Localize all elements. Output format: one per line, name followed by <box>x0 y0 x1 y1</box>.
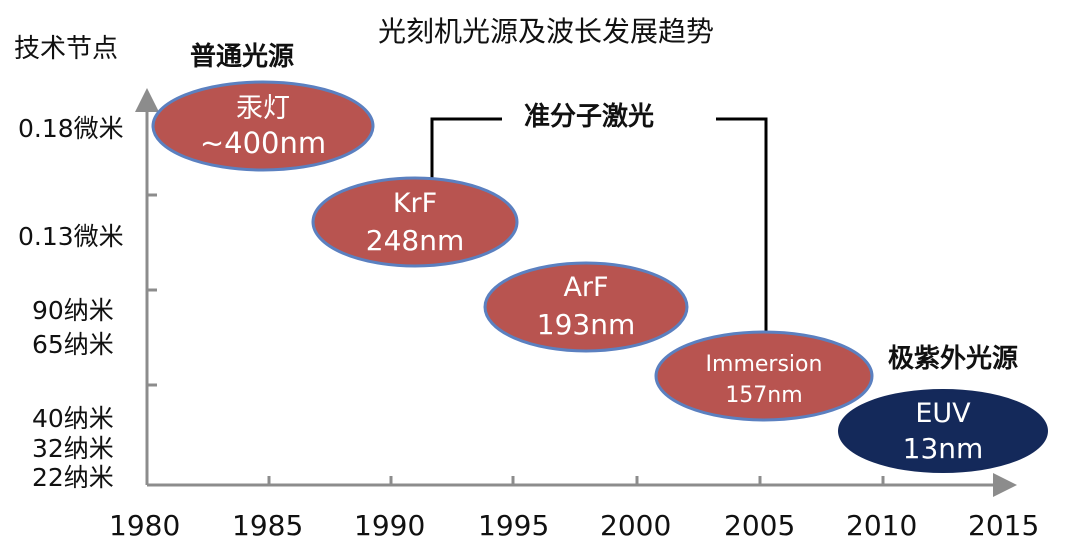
source-wavelength: 193nm <box>537 308 635 341</box>
source-wavelength: 13nm <box>903 432 984 465</box>
x-label-1995: 1995 <box>478 509 550 542</box>
source-name: ArF <box>563 272 608 303</box>
y-label-32: 32纳米 <box>32 434 114 463</box>
x-label-2000: 2000 <box>600 509 672 542</box>
y-label-22: 22纳米 <box>32 463 114 492</box>
source-mercury-lamp: 汞灯 ~400nm <box>151 80 375 172</box>
excimer-bracket-right <box>716 117 768 338</box>
y-label-65: 65纳米 <box>32 330 114 359</box>
source-krf: KrF 248nm <box>311 176 519 268</box>
source-immersion: Immersion 157nm <box>654 330 874 422</box>
ellipse-shape <box>311 176 519 268</box>
y-label-013: 0.13微米 <box>18 222 124 251</box>
excimer-bracket-left <box>430 117 502 182</box>
x-label-1990: 1990 <box>354 509 426 542</box>
source-euv: EUV 13nm <box>838 389 1048 473</box>
ellipse-shape <box>838 389 1048 473</box>
source-name: KrF <box>393 188 437 219</box>
x-label-2005: 2005 <box>724 509 796 542</box>
group-label-excimer: 准分子激光 <box>524 102 655 132</box>
ellipse-shape <box>483 261 689 353</box>
y-label-90: 90纳米 <box>32 296 114 325</box>
source-wavelength: 248nm <box>366 224 464 257</box>
source-wavelength: 157nm <box>725 383 802 408</box>
x-label-2010: 2010 <box>846 509 918 542</box>
y-axis-title: 技术节点 <box>14 34 119 64</box>
chart-title: 光刻机光源及波长发展趋势 <box>378 15 715 48</box>
source-wavelength: ~400nm <box>200 126 326 160</box>
source-name: EUV <box>915 398 971 429</box>
y-label-018: 0.18微米 <box>18 114 124 143</box>
source-name: Immersion <box>706 352 823 377</box>
group-label-normal: 普通光源 <box>190 42 295 72</box>
source-name: 汞灯 <box>236 93 290 124</box>
ellipse-shape <box>151 80 375 172</box>
y-label-40: 40纳米 <box>32 404 114 433</box>
x-label-1985: 1985 <box>232 509 304 542</box>
source-arf: ArF 193nm <box>483 261 689 353</box>
ellipse-shape <box>654 330 874 422</box>
x-label-2015: 2015 <box>968 509 1040 542</box>
group-label-euv: 极紫外光源 <box>888 344 1019 374</box>
x-label-1980: 1980 <box>109 509 181 542</box>
